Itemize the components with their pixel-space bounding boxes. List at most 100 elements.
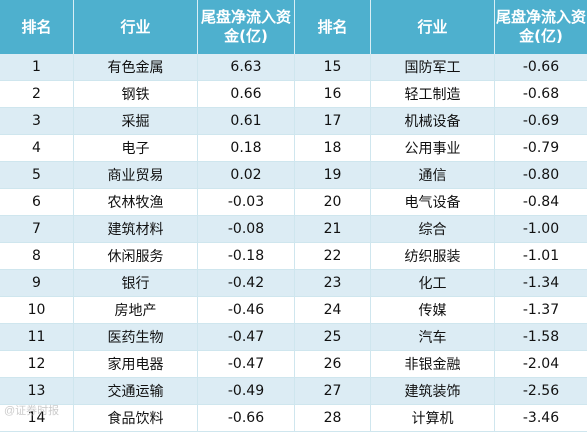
inflow-cell-2: -0.79 — [522, 140, 560, 156]
inflow-cell: -0.03 — [198, 189, 295, 215]
rank-cell: 12 — [0, 351, 74, 377]
rank-cell: 1 — [0, 54, 74, 80]
inflow-cell-2: -1.00 — [522, 221, 560, 237]
industry-cell: 银行 — [74, 270, 198, 296]
industry-cell-2: 非银金融 — [371, 351, 495, 377]
table-row: 14 食品饮料 -0.66 28 计算机 -3.46 — [0, 405, 587, 432]
table-body: 1 有色金属 6.63 15 国防军工 -0.66 2 钢铁 0.66 16 轻工制造 -0.68 3 采… — [0, 54, 587, 432]
industry-cell-2: 公用事业 — [371, 135, 495, 161]
rank-cell-2: 27 — [295, 378, 371, 404]
table-row: 12 家用电器 -0.47 26 非银金融 -2.04 — [0, 351, 587, 378]
industry-cell: 电子 — [74, 135, 198, 161]
header-inflow2-line2: 金(亿) — [519, 27, 563, 45]
inflow-cell: -0.49 — [198, 378, 295, 404]
inflow-cell-2: -1.37 — [522, 302, 560, 318]
inflow-cell: 0.18 — [198, 135, 295, 161]
table-row: 13 交通运输 -0.49 27 建筑装饰 -2.56 — [0, 378, 587, 405]
industry-cell: 房地产 — [74, 297, 198, 323]
rank-cell-2: 15 — [295, 54, 371, 80]
inflow-cell: 0.66 — [198, 81, 295, 107]
industry-cell: 钢铁 — [74, 81, 198, 107]
industry-cell: 休闲服务 — [74, 243, 198, 269]
inflow-cell: -0.08 — [198, 216, 295, 242]
industry-cell-2: 通信 — [371, 162, 495, 188]
industry-cell: 医药生物 — [74, 324, 198, 350]
rank-cell: 4 — [0, 135, 74, 161]
inflow-cell-2: -0.80 — [522, 167, 560, 183]
rank-cell: 2 — [0, 81, 74, 107]
rank-cell: 7 — [0, 216, 74, 242]
inflow-cell-2: -1.34 — [522, 275, 560, 291]
header-rank-2: 排名 — [295, 0, 371, 54]
industry-cell-2: 轻工制造 — [371, 81, 495, 107]
inflow-cell: -0.46 — [198, 297, 295, 323]
inflow-cell-2: -0.68 — [522, 86, 560, 102]
inflow-cell: -0.47 — [198, 351, 295, 377]
rank-cell-2: 28 — [295, 405, 371, 431]
table-row: 2 钢铁 0.66 16 轻工制造 -0.68 — [0, 81, 587, 108]
industry-cell: 建筑材料 — [74, 216, 198, 242]
header-inflow-line1: 尾盘净流入资 — [200, 8, 291, 26]
table-row: 7 建筑材料 -0.08 21 综合 -1.00 — [0, 216, 587, 243]
header-inflow: 尾盘净流入资 金(亿) — [198, 0, 295, 54]
header-inflow2-line1: 尾盘净流入资 — [495, 8, 586, 26]
table-row: 4 电子 0.18 18 公用事业 -0.79 — [0, 135, 587, 162]
rank-cell-2: 24 — [295, 297, 371, 323]
industry-cell-2: 机械设备 — [371, 108, 495, 134]
rank-cell-2: 25 — [295, 324, 371, 350]
rank-cell-2: 16 — [295, 81, 371, 107]
header-industry-2: 行业 — [371, 0, 495, 54]
inflow-cell-2: -0.69 — [522, 113, 560, 129]
header-inflow-line2: 金(亿) — [224, 27, 268, 45]
table-row: 3 采掘 0.61 17 机械设备 -0.69 — [0, 108, 587, 135]
industry-cell-2: 综合 — [371, 216, 495, 242]
rank-cell: 13 — [0, 378, 74, 404]
industry-cell: 商业贸易 — [74, 162, 198, 188]
rank-cell: 9 — [0, 270, 74, 296]
industry-cell-2: 电气设备 — [371, 189, 495, 215]
header-industry: 行业 — [74, 0, 198, 54]
rank-cell: 8 — [0, 243, 74, 269]
table-row: 6 农林牧渔 -0.03 20 电气设备 -0.84 — [0, 189, 587, 216]
rank-cell: 3 — [0, 108, 74, 134]
header-rank: 排名 — [0, 0, 74, 54]
inflow-cell-2: -3.46 — [522, 410, 560, 426]
industry-cell: 农林牧渔 — [74, 189, 198, 215]
table-row: 1 有色金属 6.63 15 国防军工 -0.66 — [0, 54, 587, 81]
header-inflow-2: 尾盘净流入资 金(亿) — [495, 0, 587, 54]
industry-cell-2: 化工 — [371, 270, 495, 296]
industry-cell-2: 建筑装饰 — [371, 378, 495, 404]
inflow-cell-2: -1.58 — [522, 329, 560, 345]
industry-cell-2: 计算机 — [371, 405, 495, 431]
rank-cell-2: 17 — [295, 108, 371, 134]
inflow-cell: -0.47 — [198, 324, 295, 350]
inflow-cell-2: -2.56 — [522, 383, 560, 399]
industry-cell-2: 纺织服装 — [371, 243, 495, 269]
industry-cell: 食品饮料 — [74, 405, 198, 431]
inflow-cell: -0.66 — [198, 405, 295, 431]
rank-cell-2: 19 — [295, 162, 371, 188]
rank-cell: 10 — [0, 297, 74, 323]
inflow-cell: -0.42 — [198, 270, 295, 296]
industry-cell-2: 传媒 — [371, 297, 495, 323]
table-row: 9 银行 -0.42 23 化工 -1.34 — [0, 270, 587, 297]
industry-cell: 交通运输 — [74, 378, 198, 404]
industry-cell: 有色金属 — [74, 54, 198, 80]
inflow-cell: 0.61 — [198, 108, 295, 134]
rank-cell-2: 22 — [295, 243, 371, 269]
inflow-cell-2: -0.66 — [522, 59, 560, 75]
rank-cell-2: 20 — [295, 189, 371, 215]
rank-cell: 6 — [0, 189, 74, 215]
rank-cell: 5 — [0, 162, 74, 188]
inflow-cell-2: -2.04 — [522, 356, 560, 372]
rank-cell: 11 — [0, 324, 74, 350]
rank-cell-2: 26 — [295, 351, 371, 377]
rank-cell-2: 23 — [295, 270, 371, 296]
inflow-cell-2: -0.84 — [522, 194, 560, 210]
table-row: 8 休闲服务 -0.18 22 纺织服装 -1.01 — [0, 243, 587, 270]
table-row: 5 商业贸易 0.02 19 通信 -0.80 — [0, 162, 587, 189]
inflow-cell: 6.63 — [198, 54, 295, 80]
table-header: 排名 行业 尾盘净流入资 金(亿) 排名 行业 尾盘净流入资 金(亿) — [0, 0, 587, 54]
industry-cell: 采掘 — [74, 108, 198, 134]
